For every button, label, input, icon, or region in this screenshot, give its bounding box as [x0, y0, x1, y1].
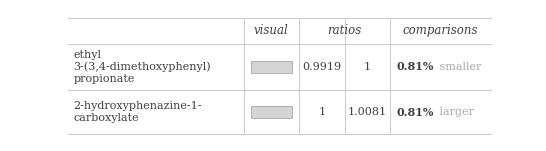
Text: 0.81%: 0.81% [397, 107, 434, 118]
Text: 1: 1 [364, 62, 371, 72]
Text: ethyl
3-(3,4-dimethoxyphenyl)
propionate: ethyl 3-(3,4-dimethoxyphenyl) propionate [73, 50, 211, 84]
Text: 1.0081: 1.0081 [348, 107, 387, 117]
Text: visual: visual [254, 24, 289, 37]
Text: 0.81%: 0.81% [397, 61, 434, 72]
Text: 1: 1 [318, 107, 326, 117]
Bar [251, 61, 292, 73]
Text: larger: larger [436, 107, 474, 117]
Text: smaller: smaller [436, 62, 482, 72]
Text: 2-hydroxyphenazine-1-
carboxylate: 2-hydroxyphenazine-1- carboxylate [73, 101, 202, 123]
Bar [251, 106, 292, 118]
Text: 0.9919: 0.9919 [302, 62, 342, 72]
Text: ratios: ratios [327, 24, 361, 37]
Text: comparisons: comparisons [403, 24, 478, 37]
